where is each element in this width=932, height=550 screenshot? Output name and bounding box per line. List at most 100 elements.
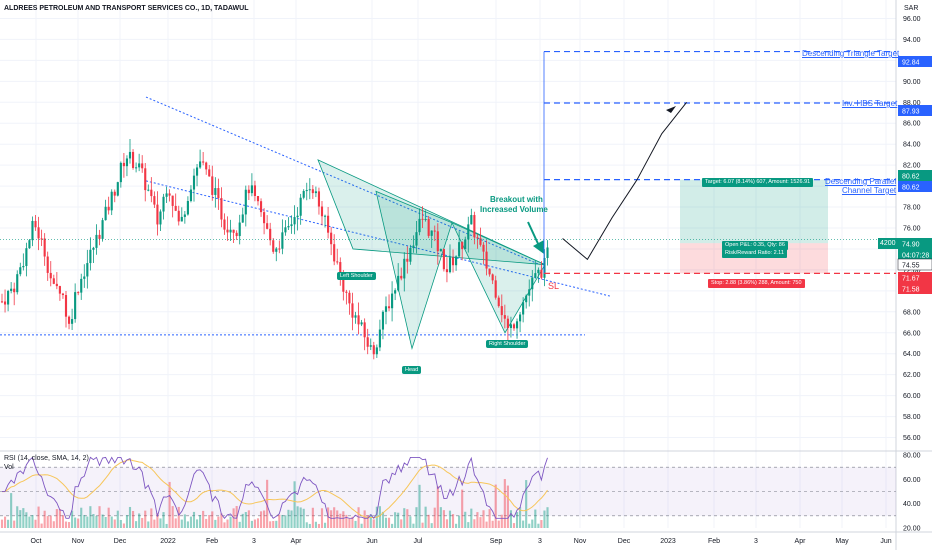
- candle-body: [281, 232, 284, 249]
- candle-body: [217, 188, 220, 199]
- candle-body: [354, 315, 357, 318]
- open-pl-box[interactable]: Open P&L: 0.35, Qty: 86: [722, 241, 788, 250]
- volume-bar: [55, 509, 58, 528]
- candle-body: [13, 288, 16, 293]
- volume-bar: [275, 520, 278, 528]
- volume-bar: [107, 507, 110, 528]
- volume-bar: [461, 489, 464, 528]
- volume-bar: [37, 506, 40, 528]
- volume-bar: [174, 518, 177, 528]
- candle-body: [0, 301, 4, 303]
- candle-body: [345, 291, 348, 293]
- volume-bar: [263, 510, 266, 528]
- candle-body: [43, 238, 46, 257]
- candle-body: [515, 321, 519, 329]
- candle-body: [512, 324, 516, 329]
- candle-body: [92, 247, 95, 250]
- volume-bar: [104, 516, 107, 528]
- triangle-left: [317, 159, 546, 266]
- volume-bar: [479, 517, 482, 528]
- volume-bar: [546, 507, 549, 528]
- volume-bar: [421, 522, 424, 528]
- candle-body: [467, 224, 470, 240]
- rsi-tick-label: 80.00: [903, 453, 921, 460]
- candle-body: [366, 337, 369, 347]
- candle-body: [445, 269, 449, 273]
- candle-body: [259, 201, 263, 213]
- candle-body: [418, 218, 421, 233]
- rsi-line: [2, 456, 548, 520]
- risk-reward-box[interactable]: Risk/Reward Ratio: 2.11: [722, 249, 787, 258]
- rsi-tick-label: 40.00: [903, 501, 921, 508]
- candle-body: [537, 269, 540, 274]
- candle-body: [314, 191, 317, 194]
- candle-body: [485, 251, 488, 269]
- volume-bar: [506, 485, 509, 528]
- candle-body: [37, 227, 40, 239]
- candle-body: [3, 301, 7, 305]
- price-tag-bg: [898, 181, 932, 192]
- candle-body: [381, 311, 385, 330]
- candle-body: [192, 175, 196, 190]
- candle-body: [168, 193, 171, 196]
- volume-bar: [162, 512, 165, 528]
- x-tick-label: Nov: [574, 538, 587, 545]
- volume-bar: [503, 479, 506, 528]
- price-axis[interactable]: 96.0094.0092.0090.0088.0086.0084.0082.00…: [903, 16, 921, 442]
- volume-bar: [150, 508, 153, 528]
- candle-body: [34, 220, 37, 228]
- candle-body: [375, 347, 378, 355]
- volume-bar: [61, 515, 65, 528]
- volume-bar: [253, 519, 257, 528]
- breakout-arrow-head: [533, 240, 544, 254]
- candle-body: [293, 217, 296, 225]
- candle-body: [241, 214, 244, 223]
- volume-bar: [159, 518, 162, 528]
- candle-body: [290, 224, 293, 227]
- candle-body: [360, 322, 363, 325]
- candle-body: [494, 280, 497, 298]
- target-info-box[interactable]: Target: 6.07 (8.14%) 607, Amount: 1526.9…: [702, 178, 814, 187]
- volume-bar: [293, 481, 296, 528]
- volume-bar: [406, 509, 409, 528]
- candle-body: [144, 168, 147, 191]
- candle-body: [424, 219, 427, 221]
- x-tick-label: 2023: [660, 538, 676, 545]
- volume-indicator-label[interactable]: Vol: [4, 464, 14, 471]
- candle-body: [525, 295, 528, 303]
- candle-body: [320, 206, 324, 217]
- candle-body: [534, 273, 537, 278]
- candle-body: [458, 242, 461, 257]
- candle-body: [25, 248, 28, 267]
- volume-bar: [89, 506, 92, 528]
- volume-bar: [165, 523, 168, 528]
- price-tag-text: 04:07:28: [902, 253, 929, 260]
- candle-body: [308, 189, 311, 191]
- rsi-ma-line: [2, 459, 548, 519]
- stop-info-box[interactable]: Stop: 2.88 (3.86%) 288, Amount: 750: [708, 279, 805, 288]
- y-tick-label: 68.00: [903, 309, 921, 316]
- time-axis[interactable]: Oct Nov Dec 2022 Feb 3 Apr Jun Jul Sep 3 Nov Dec 2023…: [31, 538, 892, 545]
- volume-bar: [543, 510, 546, 528]
- candle-body: [55, 283, 58, 287]
- candle-body: [104, 206, 107, 221]
- candle-body: [448, 257, 452, 273]
- y-tick-label: 60.00: [903, 393, 921, 400]
- volume-bar: [238, 521, 241, 528]
- volume-bar: [299, 507, 302, 528]
- price-tag-bg: [897, 258, 932, 271]
- qty-label: 4200: [878, 238, 898, 249]
- y-tick-label: 72.00: [903, 267, 921, 274]
- candle-body: [232, 229, 235, 233]
- candle-body: [506, 318, 509, 329]
- volume-bar: [336, 510, 339, 528]
- volume-bar: [64, 521, 68, 528]
- candle-body: [378, 329, 381, 348]
- rsi-indicator-label[interactable]: RSI (14, close, SMA, 14, 2): [4, 455, 89, 462]
- volume-bar: [448, 510, 452, 528]
- candle-body: [415, 232, 418, 246]
- volume-bar: [515, 512, 519, 528]
- x-tick-label: 2022: [160, 538, 176, 545]
- volume-bar: [83, 515, 86, 528]
